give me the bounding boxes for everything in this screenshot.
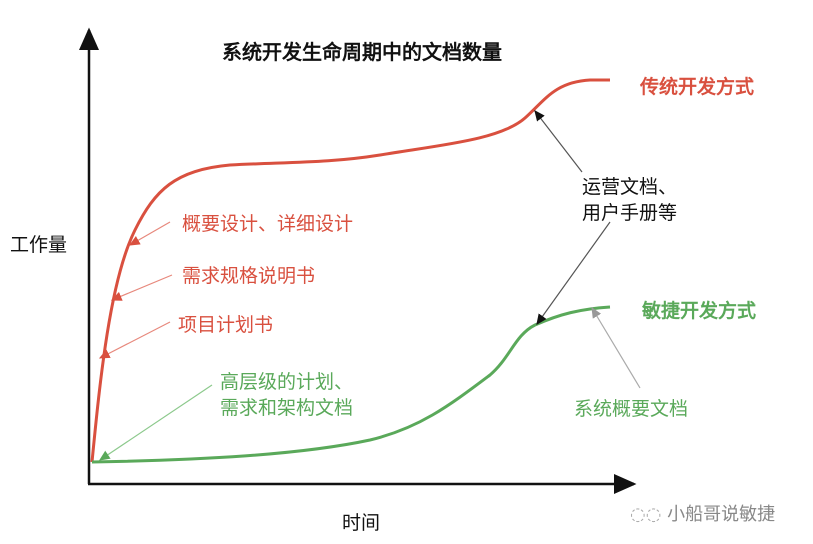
label-requirements-spec: 需求规格说明书: [182, 265, 316, 287]
label-high-level-2: 需求和架构文档: [220, 397, 354, 419]
y-axis-label: 工作量: [10, 234, 68, 256]
label-ops-docs-2: 用户手册等: [582, 202, 678, 224]
label-ops-docs-1: 运营文档、: [582, 176, 678, 198]
arrow-outline-design: [128, 221, 171, 246]
legend-traditional: 传统开发方式: [640, 76, 755, 98]
legend-agile: 敏捷开发方式: [642, 300, 757, 322]
label-system-overview: 系统概要文档: [574, 398, 689, 420]
wechat-icon: ◌◌: [630, 504, 668, 525]
arrow-high-level: [99, 384, 213, 461]
watermark-text: 小船哥说敏捷: [667, 504, 776, 525]
traditional-curve: [90, 78, 610, 463]
diagram-title: 系统开发生命周期中的文档数量: [222, 40, 502, 64]
label-high-level-1: 高层级的计划、: [220, 371, 354, 393]
label-project-plan: 项目计划书: [178, 314, 274, 336]
label-outline-design: 概要设计、详细设计: [182, 213, 354, 235]
arrow-project-plan: [98, 321, 171, 359]
arrow-ops-docs-agile: [536, 221, 611, 325]
x-axis-label: 时间: [342, 512, 381, 534]
watermark: ◌◌ 小船哥说敏捷: [630, 500, 775, 526]
arrow-requirements: [110, 274, 173, 301]
arrow-system-overview: [591, 306, 641, 389]
arrow-ops-docs-traditional: [534, 110, 583, 173]
